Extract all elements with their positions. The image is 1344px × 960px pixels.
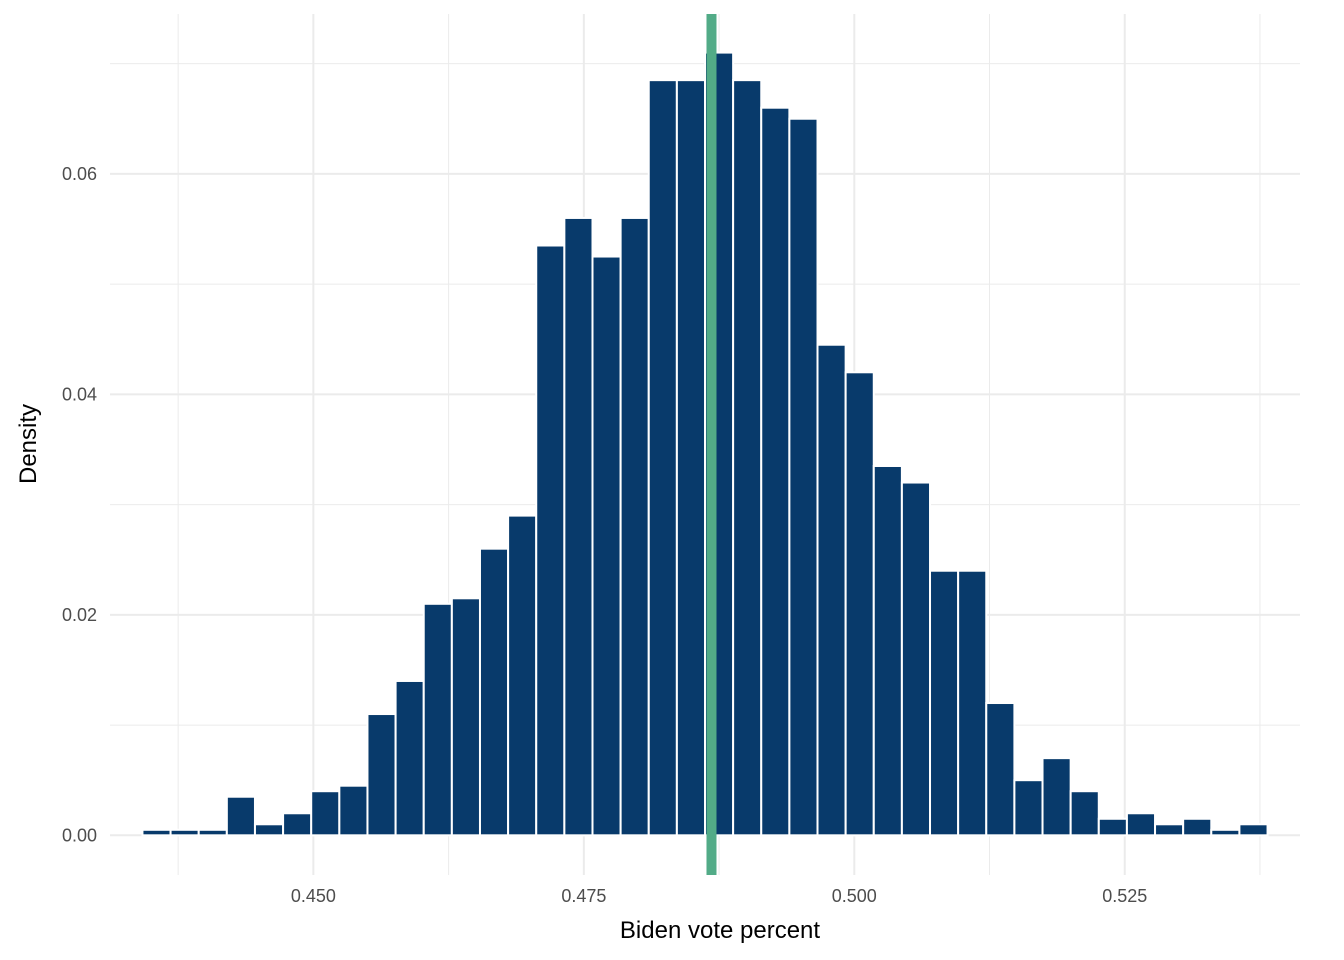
histogram-bar [1182, 817, 1213, 837]
histogram-bar [366, 713, 397, 837]
y-tick-label: 0.02 [62, 605, 97, 625]
histogram-bar [957, 569, 988, 837]
histogram-bar [478, 547, 510, 837]
histogram-bar [422, 602, 453, 837]
histogram-bar [760, 106, 791, 837]
histogram-bar [844, 371, 875, 837]
histogram-bar [1238, 823, 1269, 837]
histogram-bar [872, 464, 903, 837]
histogram-bar [1013, 779, 1044, 837]
reference-vline [706, 14, 717, 875]
histogram-bar [282, 812, 313, 837]
histogram-bar [1041, 757, 1072, 837]
histogram-bar [535, 244, 566, 837]
histogram-bar [1210, 828, 1241, 837]
y-tick-label: 0.06 [62, 164, 97, 184]
histogram-bar [197, 828, 228, 837]
histogram-bar [900, 481, 932, 837]
histogram-bar [591, 255, 622, 837]
x-tick-label: 0.450 [291, 886, 336, 906]
histogram-bar [985, 702, 1016, 837]
x-tick-label: 0.525 [1102, 886, 1147, 906]
histogram-bars [141, 51, 1269, 837]
histogram-bar [253, 823, 285, 837]
histogram-bar [1125, 812, 1157, 837]
histogram-bar [169, 828, 200, 837]
histogram-bar [141, 828, 172, 837]
histogram-bar [310, 790, 341, 837]
x-tick-label: 0.500 [832, 886, 877, 906]
x-axis-tick-labels: 0.450 0.475 0.500 0.525 [291, 886, 1147, 906]
histogram-bar [816, 343, 847, 837]
y-tick-label: 0.04 [62, 384, 97, 404]
histogram-bar [619, 216, 650, 837]
histogram-bar [675, 79, 707, 837]
histogram-bar [929, 569, 960, 837]
x-tick-label: 0.475 [561, 886, 606, 906]
histogram-bar [1069, 790, 1100, 837]
x-axis-title: Biden vote percent [620, 917, 820, 944]
y-tick-label: 0.00 [62, 825, 97, 845]
histogram-bar [1097, 817, 1128, 837]
histogram-bar [788, 117, 819, 837]
reference-line-group [706, 14, 717, 875]
histogram-bar [563, 216, 594, 837]
histogram-bar [732, 79, 763, 837]
histogram-bar [647, 79, 678, 837]
y-axis-tick-labels: 0.00 0.02 0.04 0.06 [62, 164, 97, 845]
histogram-bar [507, 514, 538, 837]
histogram-bar [1154, 823, 1185, 837]
histogram-bar [450, 597, 481, 837]
y-axis-title: Density [15, 404, 42, 484]
histogram-bar [225, 795, 256, 837]
histogram-bar [338, 784, 369, 837]
histogram-bar [394, 679, 425, 837]
